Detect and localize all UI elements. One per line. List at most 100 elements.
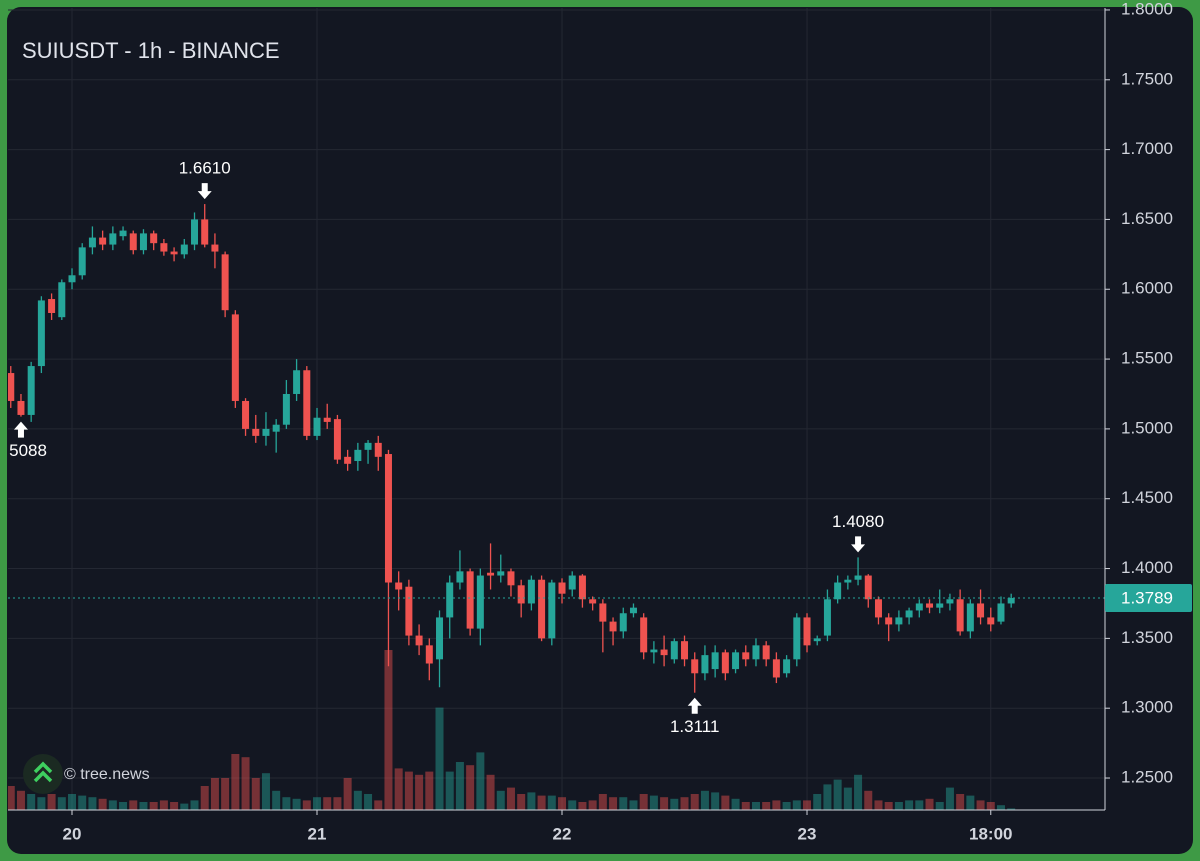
candle-body — [578, 575, 586, 600]
candle-body — [752, 645, 760, 660]
candle-body — [926, 603, 934, 608]
candle-body — [548, 582, 556, 639]
grid — [8, 8, 1105, 810]
candle-body — [813, 638, 821, 642]
candle-body — [803, 617, 811, 646]
candle-body — [150, 233, 158, 244]
candle-body — [303, 370, 311, 436]
candle-body — [99, 237, 107, 245]
volume-bar — [180, 803, 189, 810]
candle-body — [905, 610, 913, 618]
volume-bar — [78, 795, 87, 810]
volume-bar — [690, 794, 699, 810]
volume-bar — [68, 794, 77, 810]
candle-body — [425, 645, 433, 664]
volume-bar — [200, 786, 209, 810]
volume-bar — [333, 797, 342, 810]
candle-body — [58, 282, 66, 318]
volume-bar — [894, 802, 903, 810]
candle-body — [823, 599, 831, 636]
volume-bar — [129, 800, 138, 810]
volume-bar — [966, 795, 975, 810]
volume-bar — [88, 797, 97, 810]
volume-bar — [649, 795, 658, 810]
annotation-layer: 1.6610 1.5088 1.4080 1.3111 — [0, 159, 1105, 736]
volume-bar — [455, 762, 464, 810]
candle-layer — [8, 204, 1015, 693]
candle-body — [88, 237, 96, 248]
candle-body — [242, 400, 250, 429]
candle-body — [191, 219, 199, 245]
volume-bar — [619, 797, 628, 810]
volume-bar — [119, 802, 128, 810]
volume-bar — [986, 802, 995, 810]
volume-bar — [803, 800, 812, 810]
x-tick-label: 20 — [63, 824, 82, 843]
candle-body — [211, 244, 219, 252]
volume-bar — [506, 787, 515, 810]
candle-body — [333, 419, 341, 460]
candle-body — [48, 299, 56, 313]
last-price-label: 1.3789 — [1121, 588, 1173, 607]
watermark-logo-mark — [33, 761, 53, 783]
candle-body — [27, 366, 35, 415]
candle-body — [558, 582, 566, 594]
volume-bar — [108, 800, 117, 810]
candle-body — [844, 579, 852, 583]
candle-body — [231, 314, 239, 401]
candle-body — [456, 571, 464, 583]
candle-body — [650, 649, 658, 653]
volume-bar — [598, 794, 607, 810]
y-tick-label: 1.7000 — [1121, 139, 1173, 158]
candle-body — [405, 586, 413, 636]
y-tick-label: 1.7500 — [1121, 69, 1173, 88]
candle-body — [384, 454, 392, 583]
volume-bar — [537, 795, 546, 810]
annotation-label: 1.4080 — [832, 512, 884, 531]
volume-bar — [905, 800, 914, 810]
candle-body — [599, 603, 607, 622]
volume-bar — [323, 797, 332, 810]
candle-body — [180, 244, 188, 255]
y-tick-label: 1.6000 — [1121, 279, 1173, 298]
candle-body — [78, 247, 86, 276]
volume-bar — [568, 800, 577, 810]
volume-bar — [302, 800, 311, 810]
annotation-label: 1.5088 — [0, 441, 47, 460]
candle-body — [640, 617, 648, 653]
volume-bar — [741, 802, 750, 810]
volume-bar — [435, 707, 444, 810]
candle-body — [68, 275, 76, 283]
candle-body — [946, 599, 954, 604]
candle-body — [568, 575, 576, 590]
volume-bar — [496, 790, 505, 810]
volume-bar — [476, 752, 485, 810]
volume-bar — [353, 790, 362, 810]
volume-bar — [170, 802, 179, 810]
watermark: © tree.news — [23, 754, 150, 794]
chart-background — [7, 7, 1193, 854]
volume-bar — [292, 798, 301, 810]
candle-body — [670, 641, 678, 660]
candle-body — [864, 575, 872, 600]
candle-body — [507, 571, 515, 586]
y-tick-label: 1.3500 — [1121, 628, 1173, 647]
candle-body — [701, 655, 709, 674]
annotation-arrow — [851, 536, 866, 553]
candle-body — [119, 230, 127, 237]
candle-body — [109, 233, 117, 245]
volume-bar — [384, 650, 393, 810]
volume-bar — [843, 787, 852, 810]
candle-body — [885, 617, 893, 625]
volume-bar — [466, 765, 475, 810]
volume-bar — [374, 800, 383, 810]
volume-bar — [976, 800, 985, 810]
candle-body — [415, 635, 423, 646]
volume-bar — [639, 794, 648, 810]
candle-body — [37, 300, 45, 367]
candle-body — [497, 571, 505, 576]
volume-layer — [8, 650, 1016, 810]
y-tick-label: 1.8000 — [1121, 0, 1173, 18]
y-tick-label: 1.3000 — [1121, 698, 1173, 717]
volume-bar — [711, 792, 720, 810]
